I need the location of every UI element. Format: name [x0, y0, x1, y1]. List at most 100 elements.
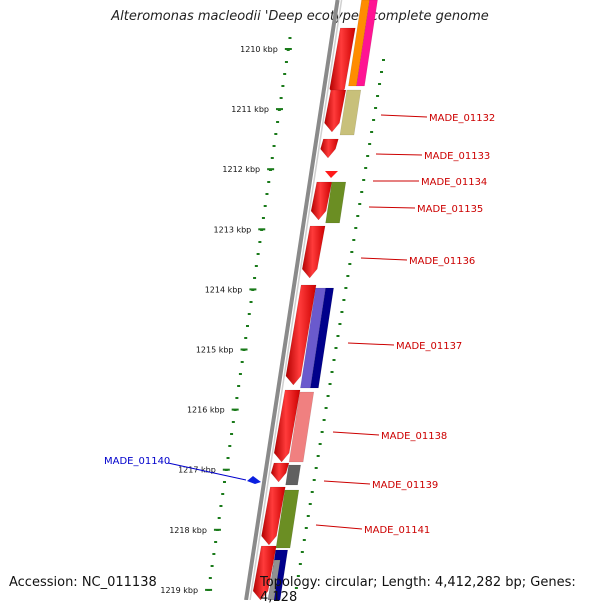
ruler-tick: [222, 481, 226, 483]
feature-track-tick: [370, 131, 374, 133]
feature-track-tick: [376, 95, 380, 97]
feature-track-tick: [318, 443, 322, 445]
backbone-line: [244, 0, 340, 600]
feature-track-tick: [372, 119, 376, 121]
feature-track-tick: [336, 335, 340, 337]
ruler-label: 1212 kbp: [222, 165, 260, 174]
gene-label: MADE_01133: [424, 151, 490, 162]
feature-track-tick: [382, 59, 385, 61]
cds-arrow: [301, 225, 326, 279]
feature-track-tick: [330, 371, 334, 373]
reverse-gene-arrow: [247, 476, 261, 484]
ruler-tick: [253, 277, 257, 279]
feature-track-tick: [314, 467, 318, 469]
ruler-tick: [288, 37, 292, 39]
ruler-label: 1215 kbp: [196, 346, 234, 355]
gene-leader-line: [167, 462, 247, 481]
feature-track-tick: [340, 311, 344, 313]
ruler-label: 1216 kbp: [187, 406, 225, 415]
gene-label: MADE_01138: [381, 431, 447, 442]
ruler-label: 1219 kbp: [160, 586, 198, 595]
ruler-major-tick: [267, 168, 275, 171]
ruler-tick: [261, 217, 265, 219]
feature-track-tick: [308, 503, 312, 505]
ruler-major-tick: [213, 528, 221, 531]
ruler-tick: [267, 181, 271, 183]
feature-track-tick: [378, 83, 382, 85]
feature-track-tick: [366, 155, 370, 157]
ruler-tick: [270, 157, 274, 159]
ruler-tick: [237, 385, 241, 387]
cds-arrow: [270, 462, 290, 483]
feature-track-tick: [358, 203, 362, 205]
ruler-layer: 1210 kbp 1211 kbp 1212 kbp 1213 kbp 1214 kbp…: [160, 37, 385, 595]
cds-arrow: [324, 89, 347, 133]
feature-track-tick: [326, 395, 330, 397]
gene-bar: [285, 464, 301, 486]
ruler-tick: [221, 493, 225, 495]
backbone-highlight: [249, 0, 343, 600]
cds-arrow: [320, 138, 339, 159]
feature-track-tick: [364, 167, 368, 169]
feature-track-tick: [344, 287, 348, 289]
ruler-tick: [272, 145, 276, 147]
ruler-label: 1213 kbp: [214, 225, 252, 234]
ruler-tick: [284, 61, 288, 63]
backbone-layer: [244, 0, 343, 600]
ruler-major-tick: [275, 108, 283, 111]
ruler-tick: [235, 397, 239, 399]
gene-bar: [288, 391, 315, 463]
ruler-tick: [208, 577, 212, 579]
ruler-tick: [231, 421, 235, 423]
ruler-tick: [258, 241, 262, 243]
feature-track-tick: [380, 71, 384, 73]
ruler-tick: [256, 253, 260, 255]
feature-track-tick: [368, 143, 372, 145]
gene-label: MADE_01137: [396, 341, 462, 352]
ruler-tick: [279, 97, 283, 99]
ruler-major-tick: [258, 228, 266, 231]
gene-label: MADE_01136: [409, 256, 475, 267]
gene-leader-line: [360, 257, 408, 261]
cds-arrow: [261, 486, 286, 546]
ruler-tick: [226, 457, 230, 459]
label-layer: MADE_01132 MADE_01133 MADE_01134 MADE_01135…: [104, 113, 495, 536]
ruler-tick: [240, 361, 244, 363]
gene-leader-line: [380, 114, 428, 118]
feature-track-tick: [296, 575, 300, 577]
feature-track-tick: [348, 263, 352, 265]
cds-arrow: [252, 545, 277, 600]
feature-track-tick: [312, 479, 316, 481]
feature-track-tick: [334, 347, 338, 349]
ruler-tick: [219, 505, 223, 507]
gene-leader-line: [347, 342, 395, 346]
gene-bar: [275, 489, 300, 549]
ruler-major-tick: [249, 288, 257, 291]
feature-track-tick: [356, 215, 360, 217]
feature-track-tick: [352, 239, 356, 241]
ruler-tick: [263, 205, 267, 207]
ruler-major-tick: [284, 48, 292, 50]
cds-arrow: [285, 284, 317, 386]
gene-label: MADE_01139: [372, 480, 438, 491]
ruler-tick: [281, 85, 285, 87]
gene-bar: [267, 559, 281, 600]
gene-leader-line: [315, 524, 363, 530]
gene-label: MADE_01132: [429, 113, 495, 124]
gene-label: MADE_01140: [104, 456, 170, 467]
feature-track-tick: [302, 539, 306, 541]
ruler-label: 1214 kbp: [205, 285, 243, 294]
gene-label: MADE_01135: [417, 204, 483, 215]
ruler-label: 1211 kbp: [231, 105, 269, 114]
genome-summary-text: Topology: circular; Length: 4,412,282 bp…: [260, 575, 576, 605]
ruler-tick: [244, 337, 248, 339]
gene-leader-line: [368, 206, 416, 209]
feature-track-tick: [328, 383, 332, 385]
ruler-major-tick: [231, 408, 239, 411]
ruler-tick: [274, 133, 278, 135]
gene-label: MADE_01134: [421, 177, 487, 188]
accession-text: Accession: NC_011138: [9, 575, 157, 590]
feature-track-tick: [300, 551, 304, 553]
feature-track-tick: [360, 191, 364, 193]
